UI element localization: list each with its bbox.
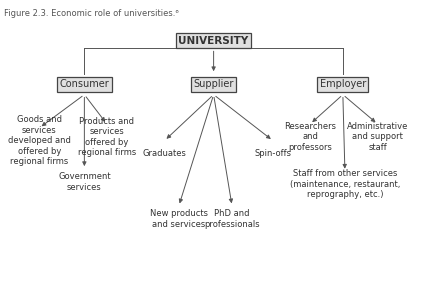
- Text: Goods and
services
developed and
offered by
regional firms: Goods and services developed and offered…: [8, 115, 71, 166]
- Text: Figure 2.3. Economic role of universities.⁶: Figure 2.3. Economic role of universitie…: [4, 9, 179, 18]
- Text: Spin-offs: Spin-offs: [255, 149, 291, 158]
- Text: New products
and services: New products and services: [150, 209, 208, 229]
- Text: Products and
services
offered by
regional firms: Products and services offered by regiona…: [78, 117, 136, 157]
- Text: Supplier: Supplier: [193, 79, 234, 89]
- Text: Graduates: Graduates: [143, 149, 186, 158]
- Text: Researchers
and
professors: Researchers and professors: [284, 122, 336, 152]
- Text: UNIVERSITY: UNIVERSITY: [179, 36, 249, 46]
- Text: PhD and
professionals: PhD and professionals: [204, 209, 260, 229]
- Text: Government
services: Government services: [58, 172, 111, 192]
- Text: Consumer: Consumer: [60, 79, 109, 89]
- Text: Employer: Employer: [320, 79, 366, 89]
- Text: Administrative
and support
staff: Administrative and support staff: [347, 122, 409, 152]
- Text: Staff from other services
(maintenance, restaurant,
reprography, etc.): Staff from other services (maintenance, …: [290, 170, 400, 199]
